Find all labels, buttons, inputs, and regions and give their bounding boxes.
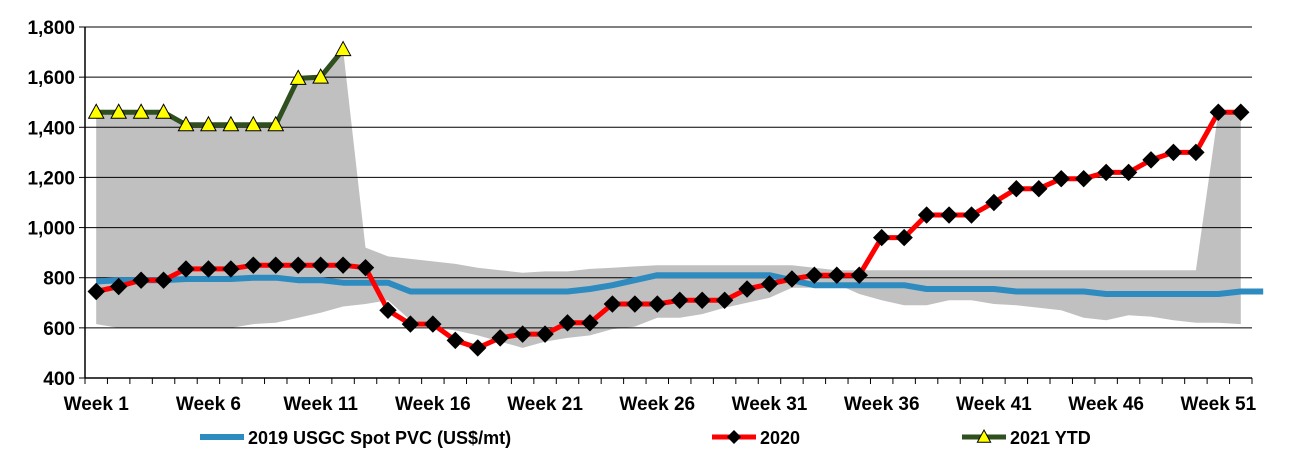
y-tick-label: 800 [43,269,75,290]
data-point-2020 [311,256,330,274]
data-point-2020 [334,256,352,274]
x-tick-label: Week 11 [283,394,358,415]
data-point-2020 [1232,103,1250,121]
x-tick-label: Week 1 [64,394,130,415]
data-point-2020 [491,329,509,347]
x-tick-label: Week 16 [395,394,471,415]
data-point-2020 [199,260,218,278]
data-point-2020 [1119,163,1138,182]
data-point-2020 [850,266,868,284]
data-point-2020 [469,339,487,357]
legend-label-2: 2020 [760,428,800,448]
data-point-2020 [1030,180,1048,198]
data-point-2020 [1142,151,1160,169]
data-point-2020 [222,260,240,278]
data-point-2020 [1074,169,1093,188]
y-tick-label: 1,200 [27,168,75,189]
data-point-2020 [244,256,263,274]
legend-label-1: 2019 USGC Spot PVC (US$/mt) [248,428,511,448]
data-point-2021 [87,103,105,119]
data-point-2020 [715,291,734,309]
x-tick-label: Week 21 [507,394,583,415]
x-tick-label: Week 51 [1180,394,1256,415]
y-tick-label: 1,000 [27,219,75,240]
data-point-2020 [828,266,846,284]
y-tick-label: 600 [43,319,75,340]
data-point-2020 [581,314,599,332]
data-point-2020 [603,295,622,313]
data-point-2020 [760,275,779,293]
data-point-2020 [626,295,644,313]
data-point-2020 [671,291,689,309]
data-point-2021 [312,68,330,84]
data-point-2021 [334,40,352,57]
data-point-2020 [693,291,711,309]
data-point-2020 [940,206,958,224]
data-point-2020 [872,228,891,247]
data-point-2020 [1007,180,1026,198]
x-tick-label: Week 36 [844,394,920,415]
data-point-2021 [244,115,262,132]
x-tick-label: Week 31 [732,394,808,415]
legend-label-3: 2021 YTD [1010,428,1091,448]
data-point-2020 [1164,143,1183,162]
data-point-2021 [267,115,285,132]
data-point-2020 [1187,143,1205,162]
data-point-2020 [177,260,195,278]
range-band-area [96,49,1241,348]
data-point-2020 [446,331,465,350]
data-point-2020 [783,270,801,288]
data-point-2020 [267,256,285,274]
x-tick-label: Week 6 [176,394,241,415]
data-point-2020 [132,271,150,289]
data-point-2021 [222,115,240,132]
y-tick-label: 1,800 [27,18,75,39]
data-point-2020 [109,277,128,296]
data-point-2020 [513,325,532,343]
data-point-2020 [962,206,981,224]
data-point-2021 [132,103,150,119]
legend-marker-2020 [727,430,741,444]
data-point-2020 [738,280,756,298]
data-point-2020 [1209,103,1228,121]
data-point-2021 [199,115,217,132]
data-point-2020 [154,271,173,289]
data-point-2020 [985,193,1003,212]
series-layer [87,40,1264,357]
data-point-2020 [895,228,913,247]
y-tick-label: 1,600 [27,68,75,89]
data-point-2020 [1052,169,1070,188]
data-point-2021 [177,115,195,132]
data-point-2020 [379,301,397,320]
data-point-2020 [289,256,307,274]
series-line-2 [95,109,1241,351]
data-point-2020 [401,315,420,333]
data-point-2021 [110,103,128,119]
x-tick-label: Week 26 [619,394,695,415]
y-tick-label: 400 [43,369,75,390]
data-point-2020 [87,282,105,301]
legend-marker-2021 [976,428,992,443]
range-band-layer [96,49,1241,348]
x-tick-label: Week 46 [1068,394,1144,415]
data-point-2021 [155,103,172,119]
data-point-2020 [648,295,666,313]
data-point-2020 [805,266,824,284]
data-point-2020 [1097,163,1115,182]
axes: 400 600 800 1,000 1,200 1,400 1,600 1,800 Week 1… [27,18,1256,415]
x-tick-label: Week 41 [956,394,1032,415]
data-point-2020 [356,258,375,277]
data-point-2020 [917,206,936,224]
data-point-2021 [289,69,307,85]
legend: 2019 USGC Spot PVC (US$/mt) 2020 2021 YTD [200,428,1091,448]
series-line-1 [96,272,1264,297]
data-point-2020 [558,314,577,332]
data-point-2020 [424,315,442,333]
y-tick-label: 1,400 [27,118,75,139]
data-point-2020 [536,325,554,343]
